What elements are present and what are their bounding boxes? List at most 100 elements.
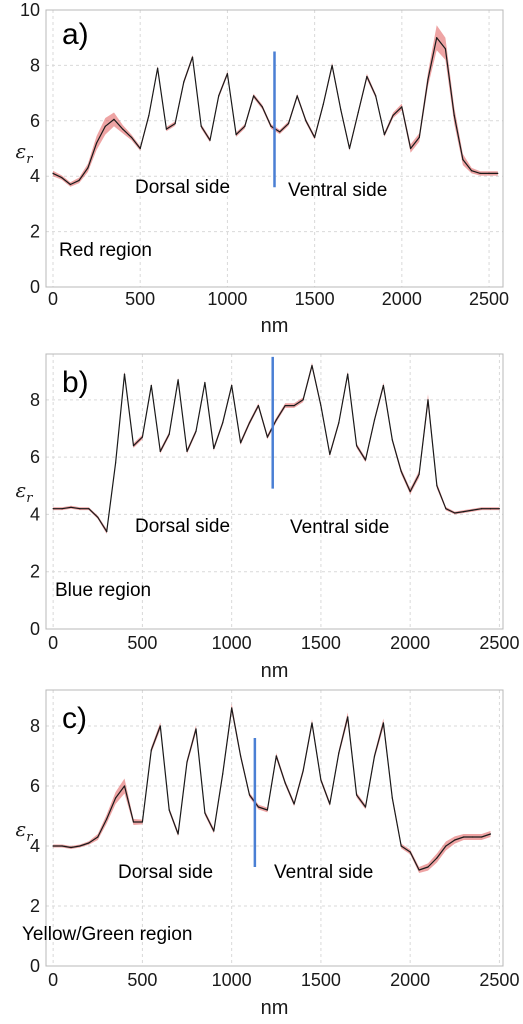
region-label: Red region [59,240,152,261]
chart-panel-3: 0 500 1000 1500 2000 2500 0 2 4 6 8 nm εr c) Dorsal si… [16,689,519,1019]
data-point [287,123,290,125]
y-tick-label: 6 [30,776,40,796]
y-axis-label-subscript: r [26,830,33,845]
y-tick-label: 6 [30,111,40,131]
data-point [436,485,438,487]
data-point [320,405,322,407]
data-point [400,845,402,847]
data-point [204,382,206,384]
data-point [141,821,143,823]
y-tick-label: 4 [30,166,40,186]
data-point [284,782,286,784]
data-point [231,707,233,709]
data-point [204,812,206,814]
region-label: Blue region [55,580,151,601]
data-point [391,797,393,799]
data-point [226,73,228,75]
data-point [195,728,197,730]
data-point [302,399,304,401]
data-point [400,470,402,472]
data-point [70,846,72,849]
data-point [418,869,420,871]
x-tick-label: 0 [48,970,58,990]
data-point [471,170,473,172]
data-point [61,845,63,847]
data-point [132,445,135,447]
data-point [200,125,202,127]
data-point [364,459,367,461]
data-point [266,809,268,811]
x-tick-label: 500 [125,289,155,309]
data-point [97,836,99,838]
data-point [481,836,483,838]
data-point [382,384,384,387]
data-point [261,106,263,108]
data-point [409,490,411,493]
data-point [375,95,377,97]
data-point [195,430,197,432]
data-point [357,111,359,114]
y-axis-label-subscript: r [26,152,33,167]
x-tick-label: 2500 [479,633,519,653]
data-point [463,511,465,513]
data-point [436,857,438,859]
data-point [356,794,358,796]
data-point [248,794,251,796]
data-point [293,405,295,407]
data-point [244,125,246,127]
ventral-side-label: Ventral side [274,862,373,883]
data-point [497,172,499,174]
data-point [489,508,492,510]
data-point [266,436,268,438]
data-point [418,136,420,138]
data-point [275,419,277,421]
data-point [218,95,220,97]
x-tick-label: 2500 [479,970,519,990]
x-tick-label: 1000 [212,633,252,653]
data-point [240,442,242,444]
data-point [479,172,481,174]
data-point [427,866,429,868]
data-point [340,109,342,111]
x-tick-label: 1500 [301,970,341,990]
x-tick-label: 1500 [295,289,335,309]
chart-panel-2: 0 500 1000 1500 2000 2500 0 2 4 6 8 nm εr b) Dorsal si… [16,353,519,682]
plot-frame [45,353,504,630]
data-point [418,473,420,475]
data-point [445,845,447,847]
data-point [436,37,438,39]
y-axis-label-subscript: r [26,491,33,506]
data-point [481,508,483,510]
data-point [61,177,63,179]
data-point [79,845,81,847]
data-point [177,379,179,381]
data-point [329,803,331,805]
chart-panel-1: 0 500 1000 1500 2000 2500 0 2 4 6 8 10 nm εr a) Dorsal … [16,0,510,337]
data-point [322,103,324,105]
x-tick-label: 1000 [212,970,252,990]
data-point [284,405,286,407]
data-point [392,114,394,116]
data-point [96,142,98,144]
data-point [253,95,255,97]
y-tick-label: 2 [30,896,40,916]
data-point [115,462,117,464]
data-point [141,436,143,438]
data-point [444,48,446,50]
data-point [305,120,307,122]
data-point [472,509,474,511]
data-point [489,833,492,835]
data-point [472,836,474,838]
data-point [364,806,367,808]
data-point [150,749,152,751]
data-point [409,851,411,853]
y-tick-label: 6 [30,447,40,467]
data-point [453,114,455,116]
data-point [320,779,322,781]
ventral-side-label: Ventral side [288,180,387,201]
data-point [391,439,393,441]
data-point [231,384,233,387]
data-point [88,508,90,510]
x-tick-label: 2000 [390,970,430,990]
data-point [104,125,106,127]
